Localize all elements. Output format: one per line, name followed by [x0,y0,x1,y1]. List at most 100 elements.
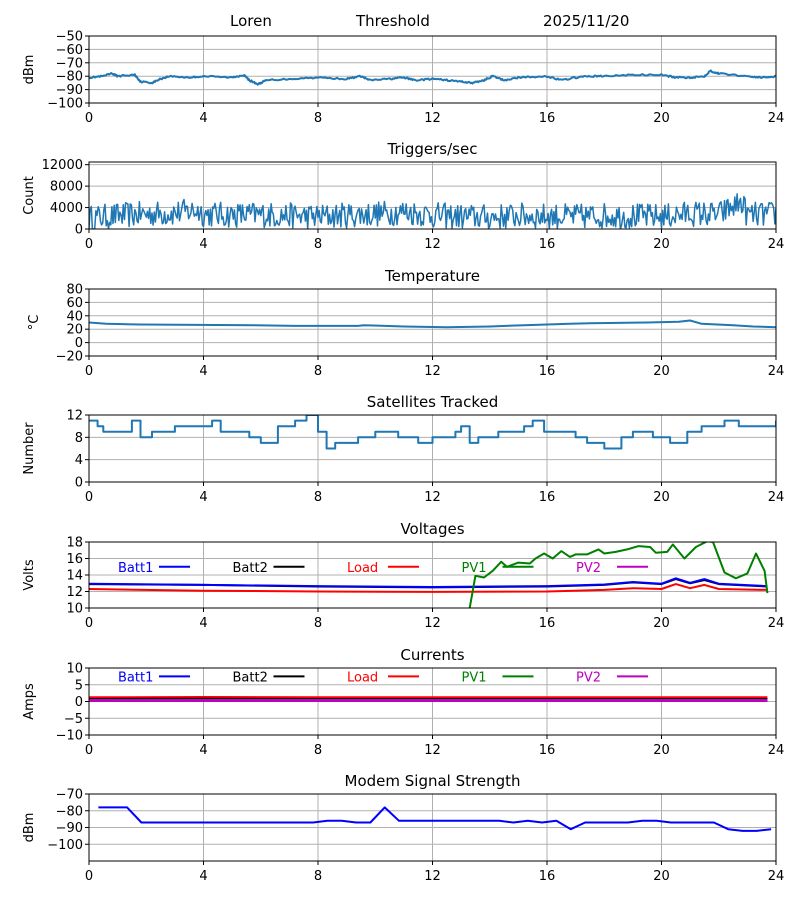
series-line-noise [89,69,776,86]
y-tick-label: 16 [66,552,83,567]
y-tick-label: 8 [75,431,83,446]
legend-item-load: Load [347,561,419,576]
y-tick-label: −100 [47,838,83,853]
x-tick-label: 24 [768,743,785,758]
x-tick-label: 12 [424,237,441,252]
plot-area [89,696,768,702]
legend-item-batt1: Batt1 [118,670,190,685]
y-tick-label: −5 [64,712,83,727]
legend-item-batt2: Batt2 [233,561,305,576]
x-tick-label: 0 [85,743,93,758]
x-tick-label: 8 [314,237,322,252]
chart-noise: dBm 0 4 8 12 16 20 24 −50−60−70−80−90−100 [22,30,784,127]
x-tick-label: 8 [314,616,322,631]
x-tick-label: 20 [653,490,670,505]
x-tick-label: 16 [539,743,556,758]
chart-currents: Currents Amps 0 4 8 12 16 20 24 105 0 −5 −10 Batt1 Bat… [22,646,784,758]
x-tick-label: 24 [768,237,785,252]
x-tick-label: 16 [539,490,556,505]
legend-label: PV1 [462,670,487,685]
x-tick-label: 12 [424,743,441,758]
chart-satellites: Satellites Tracked Number 0 4 8 12 16 20 24 0 4 8 12 [22,393,784,505]
x-tick-label: 12 [424,111,441,126]
x-tick-label: 24 [768,111,785,126]
legend-label: PV2 [576,670,601,685]
legend-item-batt1: Batt1 [118,561,190,576]
plot-area [89,415,776,450]
chart-title: Modem Signal Strength [345,772,521,790]
y-axis-label: °C [27,315,42,331]
y-tick-label: −60 [56,43,83,58]
x-tick-label: 24 [768,490,785,505]
x-tick-label: 4 [199,743,207,758]
y-tick-label: 80 [66,283,83,298]
x-tick-label: 0 [85,869,93,884]
y-tick-label: 60 [66,296,83,311]
y-tick-label: 14 [66,569,83,584]
plot-area [89,69,776,86]
x-tick-label: 20 [653,743,670,758]
y-tick-label: −70 [56,788,83,803]
x-tick-label: 4 [199,616,207,631]
chart-title: Voltages [400,520,464,538]
legend-label: Load [347,670,378,685]
x-tick-label: 12 [424,364,441,379]
chart-title: Triggers/sec [387,140,478,158]
x-tick-label: 24 [768,869,785,884]
x-tick-label: 8 [314,743,322,758]
series-line-modem [98,806,772,832]
y-tick-label: 20 [66,323,83,338]
y-tick-label: −50 [56,30,83,45]
chart-triggers: Triggers/sec Count 0 4 8 12 16 20 24 0 4000 8000 120… [22,140,784,252]
y-tick-label: −10 [56,729,83,744]
x-tick-label: 4 [199,869,207,884]
y-tick-label: 0 [75,476,83,491]
chart-modem: Modem Signal Strength dBm 0 4 8 12 16 20 24 −70−8… [22,772,784,884]
x-tick-label: 0 [85,111,93,126]
x-tick-label: 16 [539,237,556,252]
series-line-temperature [89,319,776,329]
y-tick-label: 4 [75,453,83,468]
chart-title: Temperature [384,267,480,285]
x-tick-label: 16 [539,869,556,884]
y-tick-label: 10 [66,662,83,677]
x-tick-label: 8 [314,111,322,126]
x-tick-label: 24 [768,616,785,631]
x-tick-label: 0 [85,237,93,252]
y-tick-label: 5 [75,678,83,693]
y-tick-label: 4000 [50,201,83,216]
y-tick-label: −100 [47,97,83,112]
x-tick-label: 20 [653,869,670,884]
y-tick-label: −80 [56,70,83,85]
x-tick-label: 8 [314,490,322,505]
y-tick-label: 10 [66,602,83,617]
legend-item-pv1: PV1 [462,561,534,576]
legend-label: Batt1 [118,670,153,685]
chart-title: Satellites Tracked [367,393,498,411]
x-tick-label: 20 [653,111,670,126]
y-axis-label: Count [22,176,37,215]
x-tick-label: 12 [424,869,441,884]
axes-frame [88,35,777,104]
y-tick-label: 0 [75,336,83,351]
legend-label: PV2 [576,561,601,576]
legend-label: Batt1 [118,561,153,576]
x-tick-label: 4 [199,490,207,505]
x-tick-label: 12 [424,490,441,505]
y-tick-label: 0 [75,695,83,710]
y-tick-label: 12000 [42,158,83,173]
y-tick-label: −90 [56,83,83,98]
x-tick-label: 0 [85,364,93,379]
y-axis-label: dBm [22,813,37,843]
header-mode: Threshold [356,12,430,30]
y-tick-label: −20 [56,350,83,365]
y-tick-label: 12 [66,585,83,600]
header-site: Loren [230,12,272,30]
x-tick-label: 0 [85,616,93,631]
x-tick-label: 20 [653,237,670,252]
axes-frame [88,288,777,357]
axes-frame [88,414,777,483]
plot-area [89,542,769,608]
legend-item-pv2: PV2 [576,561,648,576]
